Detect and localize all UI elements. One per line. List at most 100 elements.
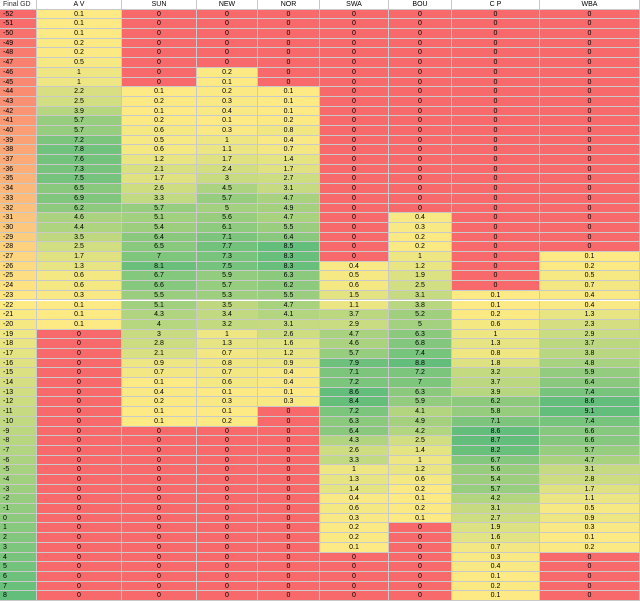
value-cell[interactable]: 0 [540,242,640,253]
gd-cell[interactable]: -18 [0,339,37,349]
value-cell[interactable]: 0 [320,232,389,243]
value-cell[interactable]: 0 [452,174,540,185]
value-cell[interactable]: 0 [540,222,640,233]
value-cell[interactable]: 6.6 [540,436,640,446]
value-cell[interactable]: 2.9 [540,329,640,340]
value-cell[interactable]: 2.5 [37,242,122,253]
value-cell[interactable]: 0 [197,426,258,437]
value-cell[interactable]: 6.4 [258,232,320,243]
gd-cell[interactable]: -41 [0,116,37,126]
value-cell[interactable]: 5.1 [122,213,197,223]
gd-cell[interactable]: -48 [0,48,37,59]
value-cell[interactable]: 0.2 [452,310,540,320]
value-cell[interactable]: 0.2 [389,242,452,253]
value-cell[interactable]: 0.5 [540,271,640,282]
value-cell[interactable]: 0 [122,48,197,59]
value-cell[interactable]: 0 [197,552,258,563]
value-cell[interactable]: 0 [122,533,197,543]
value-cell[interactable]: 0 [320,242,389,253]
value-cell[interactable]: 0.1 [122,416,197,427]
value-cell[interactable]: 0 [258,77,320,88]
value-cell[interactable]: 4.9 [389,416,452,427]
value-cell[interactable]: 0.1 [122,378,197,388]
value-cell[interactable]: 0 [122,591,197,601]
value-cell[interactable]: 0 [452,29,540,39]
gd-cell[interactable]: -11 [0,407,37,417]
value-cell[interactable]: 0 [389,184,452,194]
value-cell[interactable]: 1.6 [452,533,540,543]
value-cell[interactable]: 0 [452,38,540,49]
value-cell[interactable]: 6.1 [197,222,258,233]
value-cell[interactable]: 1.7 [122,174,197,185]
value-cell[interactable]: 1.3 [452,339,540,349]
value-cell[interactable]: 0.1 [452,591,540,601]
value-cell[interactable]: 0.2 [320,523,389,534]
value-cell[interactable]: 0 [389,145,452,156]
value-cell[interactable]: 0 [320,126,389,136]
value-cell[interactable]: 0 [37,426,122,437]
value-cell[interactable]: 0.8 [258,126,320,136]
value-cell[interactable]: 0 [258,9,320,20]
value-cell[interactable]: 5.7 [37,116,122,126]
value-cell[interactable]: 8.4 [320,397,389,408]
value-cell[interactable]: 1.3 [320,474,389,485]
value-cell[interactable]: 4.1 [258,310,320,320]
value-cell[interactable]: 8.3 [258,252,320,262]
value-cell[interactable]: 4.2 [389,426,452,437]
gd-cell[interactable]: -50 [0,29,37,39]
value-cell[interactable]: 0.1 [122,407,197,417]
gd-cell[interactable]: 5 [0,562,37,572]
value-cell[interactable]: 2.5 [37,96,122,107]
gd-cell[interactable]: -13 [0,387,37,398]
value-cell[interactable]: 0 [540,174,640,185]
gd-cell[interactable]: -44 [0,87,37,97]
value-cell[interactable]: 0 [320,203,389,214]
value-cell[interactable]: 0.1 [197,77,258,88]
value-cell[interactable]: 0 [258,436,320,446]
value-cell[interactable]: 0 [320,552,389,563]
value-cell[interactable]: 0 [540,9,640,20]
value-cell[interactable]: 0 [122,542,197,553]
value-cell[interactable]: 5.7 [122,203,197,214]
value-cell[interactable]: 0.2 [540,261,640,272]
value-cell[interactable]: 0 [320,106,389,117]
value-cell[interactable]: 2.6 [122,184,197,194]
value-cell[interactable]: 1.1 [540,494,640,505]
gd-cell[interactable]: -27 [0,252,37,262]
value-cell[interactable]: 1.5 [320,290,389,301]
value-cell[interactable]: 0 [197,48,258,59]
value-cell[interactable]: 0.2 [320,533,389,543]
value-cell[interactable]: 0.1 [37,300,122,311]
value-cell[interactable]: 6.9 [37,193,122,204]
value-cell[interactable]: 0.1 [389,513,452,524]
value-cell[interactable]: 0 [452,67,540,78]
value-cell[interactable]: 1.6 [258,339,320,349]
value-cell[interactable]: 0 [197,504,258,514]
value-cell[interactable]: 4.5 [197,184,258,194]
value-cell[interactable]: 0 [258,552,320,563]
gd-cell[interactable]: -24 [0,281,37,291]
value-cell[interactable]: 0 [258,48,320,59]
value-cell[interactable]: 5.5 [258,222,320,233]
value-cell[interactable]: 1 [389,455,452,466]
value-cell[interactable]: 2.3 [540,319,640,330]
value-cell[interactable]: 8.7 [452,436,540,446]
value-cell[interactable]: 7.2 [389,368,452,379]
value-cell[interactable]: 0 [258,474,320,485]
value-cell[interactable]: 0 [452,135,540,146]
gd-cell[interactable]: -23 [0,290,37,301]
value-cell[interactable]: 7.2 [320,378,389,388]
value-cell[interactable]: 0 [540,184,640,194]
value-cell[interactable]: 0 [389,58,452,68]
gd-cell[interactable]: -51 [0,19,37,30]
value-cell[interactable]: 0 [389,116,452,126]
value-cell[interactable]: 4.6 [37,213,122,223]
value-cell[interactable]: 0 [452,77,540,88]
value-cell[interactable]: 0 [197,465,258,475]
gd-cell[interactable]: -20 [0,319,37,330]
value-cell[interactable]: 0 [389,562,452,572]
value-cell[interactable]: 0 [122,571,197,582]
value-cell[interactable]: 5.7 [452,484,540,495]
value-cell[interactable]: 3.1 [540,465,640,475]
value-cell[interactable]: 0.1 [197,116,258,126]
